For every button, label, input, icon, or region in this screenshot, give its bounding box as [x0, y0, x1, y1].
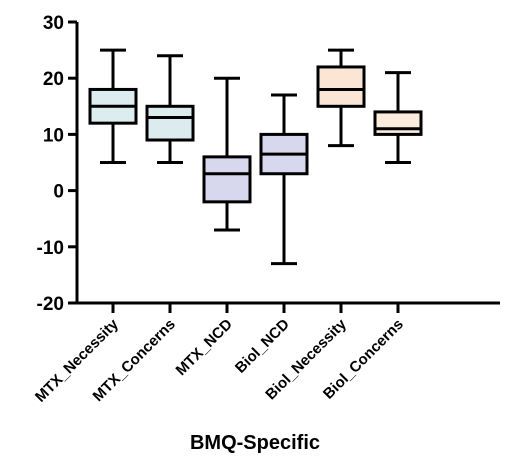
x-ticks: MTX_NecessityMTX_ConcernsMTX_NCDBiol_NCD… [32, 303, 407, 406]
x-tick-label: Biol_NCD [232, 316, 293, 377]
box-MTX_Concerns [145, 54, 195, 164]
iqr-box [145, 104, 195, 142]
box-Biol_Necessity [316, 48, 366, 148]
x-axis-title: BMQ-Specific [190, 432, 320, 454]
y-tick-label: -20 [37, 294, 64, 315]
x-tick-label: MTX_NCD [173, 316, 236, 379]
box-Biol_Concerns [373, 71, 423, 164]
boxes [88, 48, 423, 266]
y-tick-label: 10 [43, 125, 64, 146]
y-tick-label: 0 [53, 182, 64, 203]
box-MTX_Necessity [88, 48, 138, 164]
iqr-box [316, 65, 366, 108]
axes [75, 22, 500, 305]
iqr-box [373, 110, 423, 136]
iqr-box [202, 155, 252, 204]
y-ticks: -20 -10 0 10 20 30 [37, 13, 77, 315]
y-tick-label: 20 [43, 69, 64, 90]
y-tick-label: -10 [37, 238, 64, 259]
box-Biol_NCD [259, 93, 309, 266]
y-tick-label: 30 [43, 13, 64, 34]
box-MTX_NCD [202, 76, 252, 232]
